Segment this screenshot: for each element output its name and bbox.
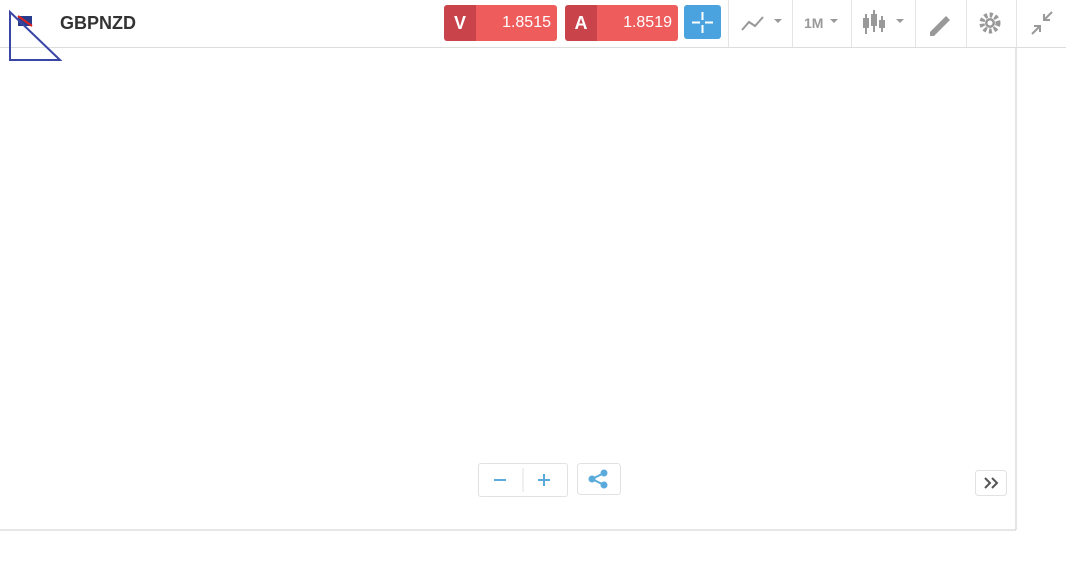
toolbar: GBPNZD V 1.8515 A 1.8519 1M bbox=[0, 0, 1066, 61]
chart-type-button[interactable] bbox=[738, 0, 788, 47]
chart bbox=[0, 48, 1017, 531]
settings-button[interactable] bbox=[976, 0, 1006, 47]
symbol-icon bbox=[9, 9, 62, 61]
buy-price: 1.8519 bbox=[597, 5, 678, 41]
buy-button[interactable]: A 1.8519 bbox=[565, 5, 678, 41]
zoom-controls bbox=[478, 463, 568, 497]
crosshair-button[interactable] bbox=[684, 5, 722, 41]
sell-label: V bbox=[444, 5, 476, 41]
sell-price: 1.8515 bbox=[476, 5, 557, 41]
buy-label: A bbox=[565, 5, 597, 41]
zoom-in[interactable] bbox=[538, 474, 550, 486]
share-button[interactable] bbox=[577, 463, 621, 495]
timeframe[interactable]: 1M bbox=[804, 15, 824, 31]
sell-button[interactable]: V 1.8515 bbox=[444, 5, 557, 41]
symbol: GBPNZD bbox=[60, 13, 136, 33]
draw-button[interactable] bbox=[926, 0, 956, 47]
zoom-icons bbox=[494, 468, 550, 492]
scroll-right-button[interactable] bbox=[975, 470, 1007, 496]
candle-type-button[interactable] bbox=[860, 0, 910, 47]
collapse-button[interactable] bbox=[1028, 0, 1058, 47]
timeframe-arrow bbox=[830, 19, 838, 23]
